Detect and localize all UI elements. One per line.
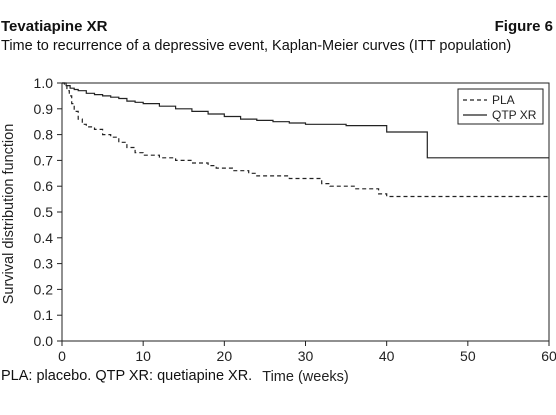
y-tick-label: 0.8 [34, 127, 54, 143]
series-line-pla [62, 82, 549, 198]
y-tick-label: 0.9 [34, 101, 54, 117]
legend-label: PLA [492, 93, 515, 107]
legend-label: QTP XR [492, 108, 537, 122]
chart-title: Tevatiapine XR [1, 18, 108, 35]
y-tick-label: 0.6 [34, 178, 54, 194]
legend-box [457, 88, 544, 125]
x-tick-label: 0 [58, 348, 66, 364]
y-tick-label: 0.3 [34, 256, 54, 272]
x-tick-label: 10 [135, 348, 151, 364]
x-tick-label: 60 [541, 348, 556, 364]
y-tick-label: 0.7 [34, 152, 54, 168]
chart-subtitle: Time to recurrence of a depressive event… [1, 38, 512, 54]
x-tick-label: 40 [379, 348, 395, 364]
y-tick-label: 0.4 [34, 230, 54, 246]
y-tick-label: 0.2 [34, 281, 54, 297]
y-tick-label: 0.0 [34, 333, 54, 349]
x-axis-label: Time (weeks) [262, 369, 348, 385]
y-axis-label: Survival distribution function [1, 124, 17, 305]
series-line-qtp-xr [62, 82, 549, 159]
y-tick-label: 0.1 [34, 307, 54, 323]
header: Tevatiapine XR Figure 6 [1, 18, 553, 36]
x-tick-label: 20 [217, 348, 233, 364]
footnote: PLA: placebo. QTP XR: quetiapine XR. [1, 368, 253, 384]
x-tick-label: 30 [298, 348, 314, 364]
y-tick-label: 0.5 [34, 204, 54, 220]
y-tick-label: 1.0 [34, 75, 54, 91]
x-tick-label: 50 [460, 348, 476, 364]
figure-label: Figure 6 [494, 18, 553, 35]
